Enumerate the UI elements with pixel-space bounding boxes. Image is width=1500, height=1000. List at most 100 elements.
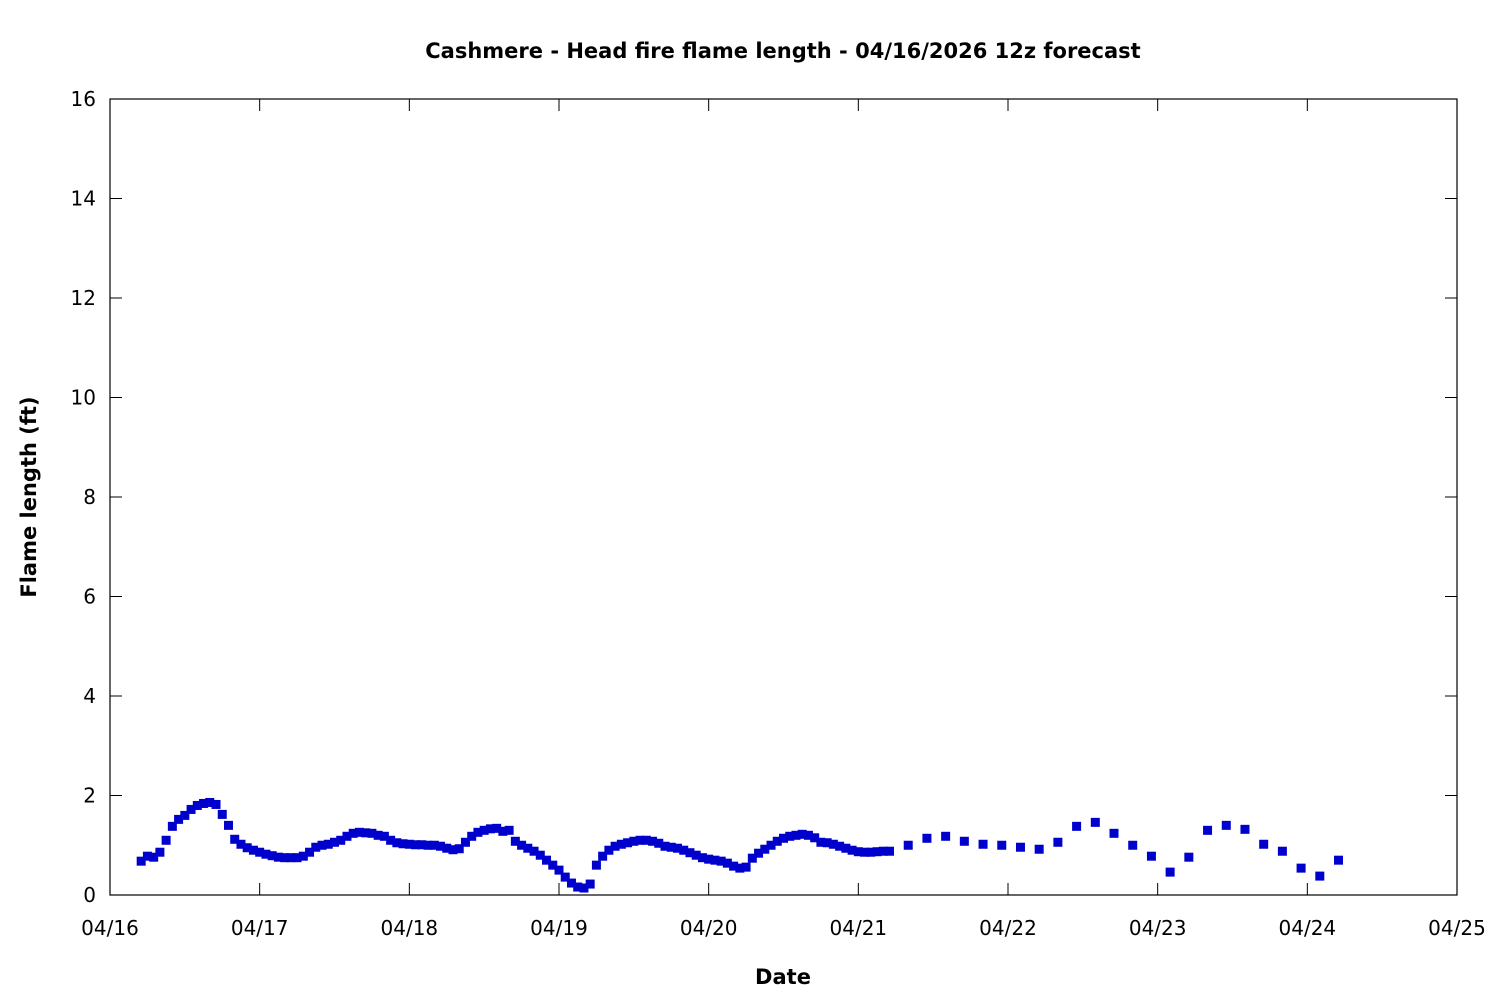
data-point xyxy=(772,836,782,846)
data-point xyxy=(704,854,714,864)
x-tick-label: 04/16 xyxy=(81,916,139,940)
data-point xyxy=(292,853,302,863)
data-point xyxy=(1221,820,1231,830)
y-tick-label: 16 xyxy=(71,87,96,111)
data-points xyxy=(136,797,1344,893)
data-point xyxy=(1072,821,1082,831)
data-point xyxy=(155,847,165,857)
data-point xyxy=(573,882,583,892)
data-point xyxy=(267,851,277,861)
data-point xyxy=(429,840,439,850)
data-point xyxy=(1240,824,1250,834)
data-point xyxy=(298,851,308,861)
data-point xyxy=(211,799,221,809)
data-point xyxy=(598,851,608,861)
data-point xyxy=(167,821,177,831)
data-point xyxy=(766,840,776,850)
data-point xyxy=(816,837,826,847)
data-point xyxy=(716,856,726,866)
data-point xyxy=(566,878,576,888)
data-point xyxy=(959,836,969,846)
data-point xyxy=(585,879,595,889)
data-point xyxy=(679,845,689,855)
data-point xyxy=(623,838,633,848)
data-point xyxy=(485,824,495,834)
data-point xyxy=(280,853,290,863)
y-tick-label: 10 xyxy=(71,386,96,410)
data-point xyxy=(161,835,171,845)
data-point xyxy=(417,840,427,850)
data-point xyxy=(1146,851,1156,861)
data-point xyxy=(616,839,626,849)
data-point xyxy=(797,829,807,839)
data-point xyxy=(685,848,695,858)
data-point xyxy=(1203,825,1213,835)
data-point xyxy=(523,843,533,853)
x-tick-label: 04/21 xyxy=(830,916,888,940)
data-point xyxy=(398,839,408,849)
data-point xyxy=(460,837,470,847)
x-axis-label: Date xyxy=(755,965,811,989)
data-point xyxy=(803,830,813,840)
chart-title: Cashmere - Head fire flame length - 04/1… xyxy=(425,39,1140,63)
data-point xyxy=(779,833,788,843)
data-point xyxy=(941,831,951,841)
data-point xyxy=(436,841,446,851)
data-point xyxy=(361,828,371,838)
data-point xyxy=(1090,817,1100,827)
data-point xyxy=(978,839,988,849)
data-point xyxy=(517,840,527,850)
data-point xyxy=(641,835,651,845)
data-point xyxy=(255,847,265,857)
data-point xyxy=(841,843,851,853)
data-point xyxy=(273,852,283,862)
data-point xyxy=(903,840,913,850)
data-point xyxy=(866,847,876,857)
data-point xyxy=(785,831,795,841)
data-point xyxy=(373,830,383,840)
data-point xyxy=(535,850,545,860)
data-point xyxy=(1259,839,1269,849)
data-point xyxy=(286,853,296,863)
data-point xyxy=(853,847,863,857)
data-point xyxy=(192,800,202,810)
data-point xyxy=(754,848,764,858)
x-tick-label: 04/22 xyxy=(979,916,1037,940)
data-point xyxy=(423,840,433,850)
y-tick-label: 6 xyxy=(83,585,96,609)
data-point xyxy=(236,839,246,849)
data-point xyxy=(1109,828,1119,838)
data-point xyxy=(242,843,252,853)
data-point xyxy=(448,845,458,855)
data-point xyxy=(479,825,489,835)
data-point xyxy=(835,841,845,851)
x-tick-label: 04/19 xyxy=(530,916,588,940)
data-point xyxy=(136,856,146,866)
data-point xyxy=(710,855,720,865)
data-point xyxy=(311,842,321,852)
x-tick-label: 04/17 xyxy=(231,916,289,940)
data-point xyxy=(822,838,832,848)
data-point xyxy=(629,836,639,846)
data-point xyxy=(591,860,601,870)
data-point xyxy=(330,837,339,847)
y-tick-label: 2 xyxy=(83,784,96,808)
data-point xyxy=(1053,837,1063,847)
data-point xyxy=(722,858,732,868)
data-point xyxy=(261,849,271,859)
data-point xyxy=(554,865,564,875)
data-point xyxy=(342,831,352,841)
data-point xyxy=(791,830,801,840)
data-point xyxy=(1296,863,1306,873)
data-point xyxy=(348,828,358,838)
data-point xyxy=(142,851,152,861)
data-point xyxy=(542,855,552,865)
data-point xyxy=(305,847,315,857)
data-point xyxy=(922,833,932,843)
data-point xyxy=(997,840,1007,850)
data-point xyxy=(317,840,327,850)
data-point xyxy=(510,836,520,846)
y-tick-label: 12 xyxy=(71,286,96,310)
data-point xyxy=(604,845,614,855)
data-point xyxy=(872,847,882,857)
